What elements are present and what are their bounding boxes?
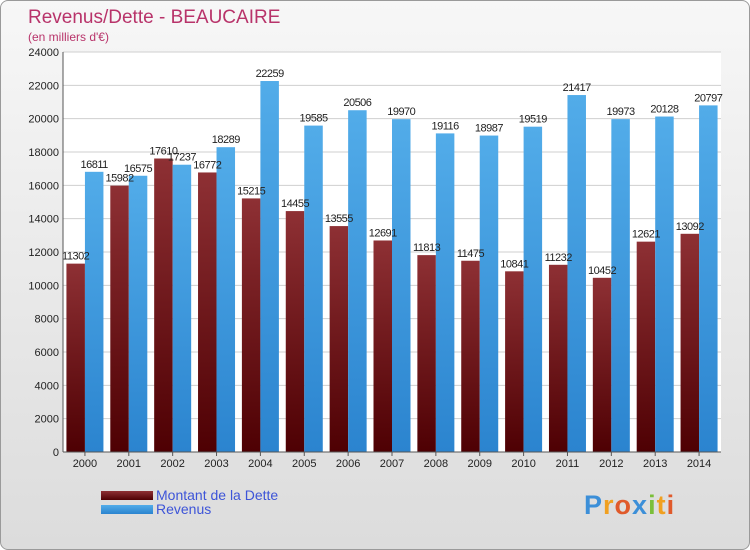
bar-dette (505, 271, 524, 452)
chart-title: Revenus/Dette - BEAUCAIRE (28, 7, 281, 28)
data-label-revenus: 20128 (650, 104, 678, 116)
data-label-dette: 13555 (325, 213, 353, 225)
data-label-dette: 14455 (281, 198, 309, 210)
legend-item-revenus: Revenus (101, 501, 212, 517)
y-tick-label: 24000 (28, 47, 59, 59)
data-label-revenus: 19970 (387, 106, 415, 118)
bar-revenus (392, 119, 411, 453)
bar-revenus (348, 110, 367, 452)
data-label-dette: 16772 (193, 159, 221, 171)
proxiti-logo: Proxiti (584, 490, 676, 520)
data-label-revenus: 16811 (81, 159, 109, 171)
bar-dette (329, 226, 349, 452)
data-label-dette: 17610 (149, 146, 177, 158)
data-label-dette: 10841 (500, 258, 528, 270)
y-tick-label: 2000 (35, 414, 59, 426)
data-label-revenus: 18987 (475, 123, 503, 135)
data-label-revenus: 19519 (519, 114, 547, 126)
data-label-dette: 11813 (413, 242, 441, 254)
x-tick-label: 2006 (336, 458, 360, 470)
bar-dette (636, 241, 656, 452)
x-tick-label: 2008 (424, 458, 448, 470)
bar-dette (592, 277, 612, 452)
x-tick-label: 2007 (380, 458, 404, 470)
bar-revenus (699, 105, 718, 452)
bar-dette (461, 260, 480, 452)
bar-revenus (128, 175, 148, 452)
bar-revenus (435, 133, 455, 452)
y-tick-label: 0 (53, 447, 59, 459)
bar-revenus (567, 95, 586, 453)
chart-subtitle: (en milliers d'€) (28, 30, 109, 44)
data-label-dette: 15215 (237, 185, 265, 197)
y-tick-label: 4000 (35, 380, 59, 392)
data-label-dette: 13092 (676, 221, 704, 233)
y-tick-label: 6000 (35, 347, 59, 359)
bar-dette (154, 158, 173, 452)
legend-item-dette: Montant de la Dette (101, 487, 279, 503)
bar-dette (241, 198, 261, 452)
x-tick-label: 2002 (160, 458, 184, 470)
bar-dette (110, 185, 129, 452)
data-label-dette: 12691 (369, 227, 397, 239)
data-label-dette: 12621 (632, 229, 660, 241)
y-tick-label: 22000 (28, 80, 59, 92)
legend-swatch-dette (101, 490, 153, 500)
y-tick-label: 12000 (28, 247, 59, 259)
bar-dette (417, 255, 436, 452)
bar-dette (66, 263, 85, 452)
bar-revenus (260, 81, 279, 453)
bar-revenus (479, 135, 499, 453)
legend-label-revenus: Revenus (156, 501, 212, 517)
y-tick-label: 14000 (28, 214, 59, 226)
bar-dette (680, 233, 700, 452)
x-tick-label: 2014 (687, 458, 711, 470)
x-tick-label: 2013 (643, 458, 667, 470)
x-tick-label: 2012 (599, 458, 623, 470)
y-tick-label: 10000 (28, 280, 59, 292)
data-label-dette: 11302 (62, 251, 90, 263)
bar-revenus (611, 119, 630, 452)
data-label-dette: 15982 (106, 173, 134, 185)
data-label-revenus: 20506 (343, 97, 371, 109)
x-tick-label: 2009 (467, 458, 491, 470)
y-tick-label: 20000 (28, 114, 59, 126)
bar-dette (285, 211, 305, 452)
bar-revenus (172, 164, 192, 452)
data-label-dette: 11475 (457, 248, 485, 260)
legend-swatch-revenus (101, 504, 153, 514)
data-label-dette: 10452 (588, 265, 616, 277)
bar-revenus (84, 171, 104, 453)
bar-revenus (523, 126, 543, 452)
data-label-revenus: 17237 (168, 152, 196, 164)
data-label-revenus: 22259 (256, 68, 284, 80)
legend-label-dette: Montant de la Dette (156, 487, 279, 503)
x-tick-label: 2004 (248, 458, 272, 470)
x-tick-label: 2000 (73, 458, 97, 470)
y-tick-label: 16000 (28, 180, 59, 192)
y-tick-label: 8000 (35, 314, 59, 326)
x-tick-label: 2005 (292, 458, 316, 470)
x-tick-label: 2011 (556, 458, 580, 470)
x-tick-label: 2001 (117, 458, 141, 470)
data-label-revenus: 20797 (694, 92, 722, 104)
data-label-revenus: 18289 (212, 134, 240, 146)
bar-revenus (216, 147, 236, 452)
data-label-revenus: 19116 (431, 120, 459, 132)
data-label-dette: 11232 (545, 252, 573, 264)
x-tick-label: 2003 (204, 458, 228, 470)
y-tick-label: 18000 (28, 147, 59, 159)
bar-dette (373, 240, 392, 452)
data-label-revenus: 19973 (607, 106, 635, 118)
x-tick-label: 2010 (511, 458, 535, 470)
data-label-revenus: 16575 (124, 163, 152, 175)
bar-dette (548, 264, 568, 452)
bar-dette (198, 172, 217, 452)
data-label-revenus: 19585 (299, 113, 327, 125)
data-label-revenus: 21417 (563, 82, 591, 94)
bar-revenus (655, 116, 674, 453)
bar-revenus (304, 125, 323, 452)
